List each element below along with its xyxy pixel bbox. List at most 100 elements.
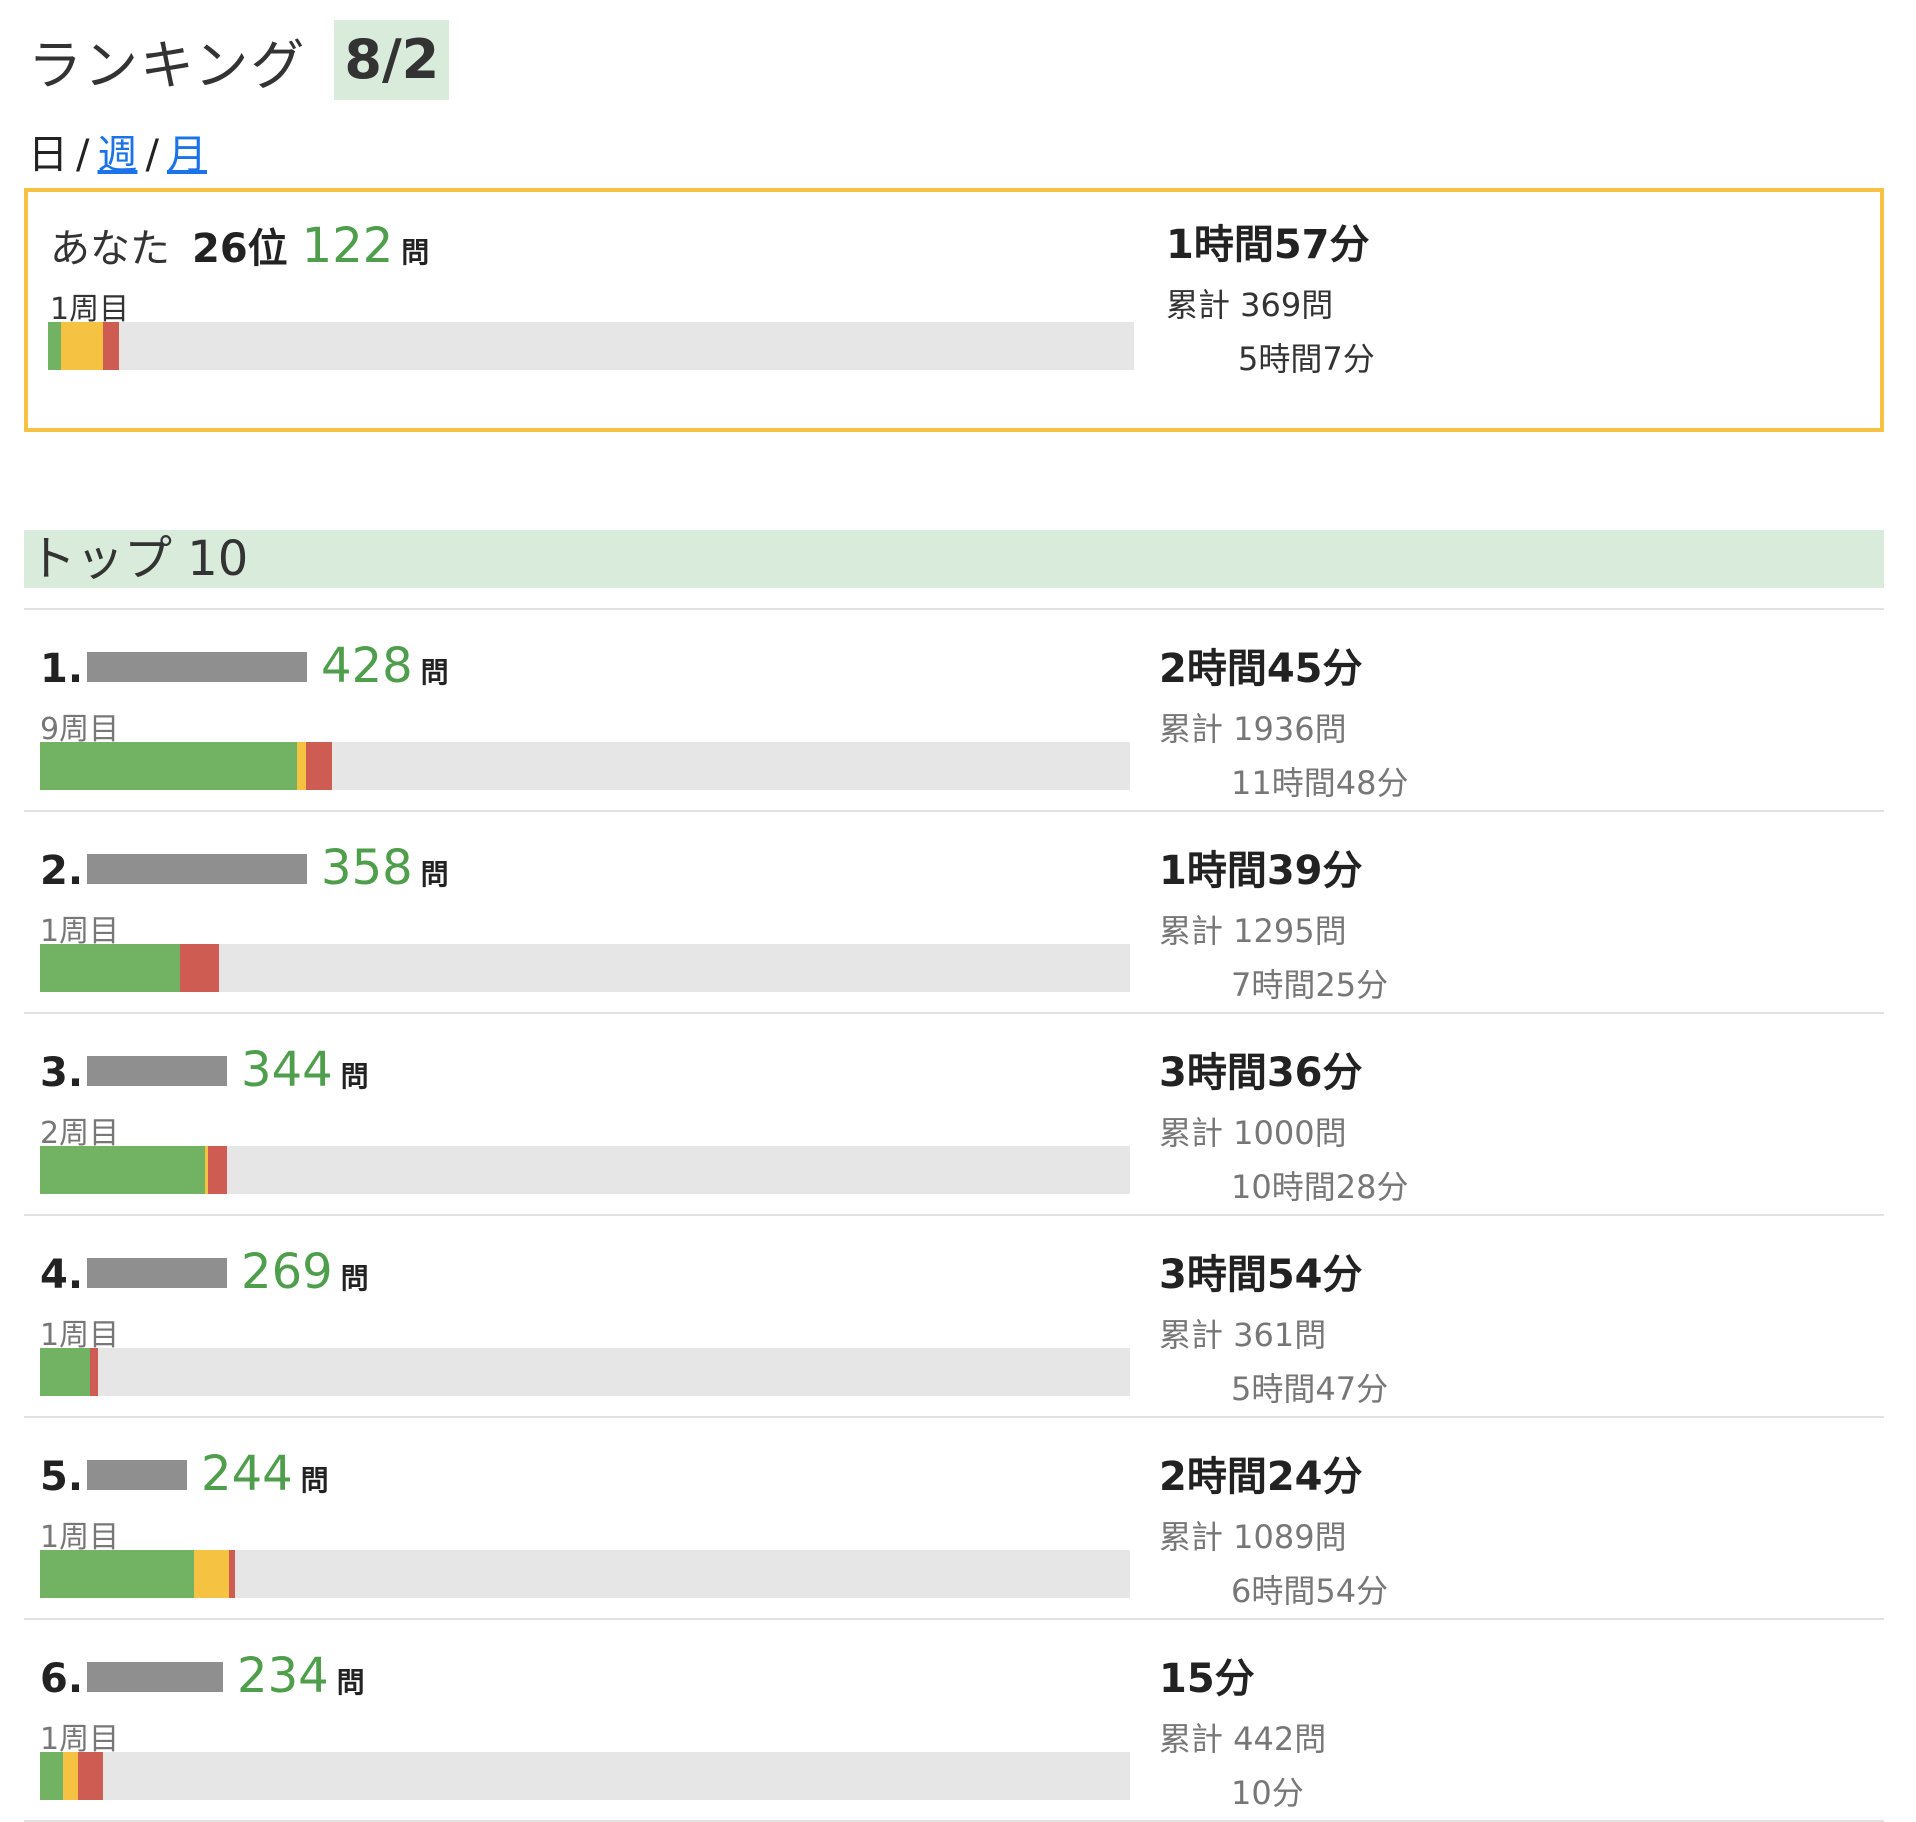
redacted-username [87, 854, 308, 884]
redacted-username [87, 652, 308, 682]
rank-number: 6. [40, 1656, 84, 1702]
period-month-link[interactable]: 月 [166, 132, 207, 178]
partial-segment [61, 322, 104, 370]
row-divider [24, 1214, 1884, 1216]
question-count: 358 [321, 840, 413, 896]
correct-segment [48, 322, 62, 370]
correct-segment [40, 1146, 205, 1194]
ranking-row: 6. 234 問 1周目 15分 累計 442問 10分 [24, 1620, 1884, 1820]
redacted-username [87, 1258, 228, 1288]
question-count: 244 [201, 1446, 293, 1502]
lap-count: 1周目 [40, 1722, 120, 1757]
row-divider [24, 608, 1884, 610]
period-separator: / [76, 132, 90, 178]
ranking-row: 1. 428 問 9周目 2時間45分 累計 1936問 11時間48分 [24, 610, 1884, 810]
row-divider [24, 1012, 1884, 1014]
count-unit: 問 [340, 1262, 369, 1295]
row-divider [24, 1416, 1884, 1418]
wrong-segment [78, 1752, 104, 1800]
my-study-time: 1時間57分 [1166, 222, 1370, 268]
wrong-segment [179, 944, 219, 992]
redacted-username [87, 1662, 224, 1692]
total-count: 累計 1295問 [1159, 912, 1347, 950]
ranking-row: 3. 344 問 2周目 3時間36分 累計 1000問 10時間28分 [24, 1014, 1884, 1214]
lap-count: 2周目 [40, 1116, 120, 1151]
redacted-username [87, 1056, 228, 1086]
date-badge: 8/2 [334, 20, 450, 100]
wrong-segment [228, 1550, 236, 1598]
total-time: 7時間25分 [1231, 966, 1389, 1004]
total-count: 累計 1936問 [1159, 710, 1347, 748]
wrong-segment [305, 742, 333, 790]
total-time: 10分 [1231, 1774, 1304, 1812]
study-time: 2時間24分 [1159, 1454, 1363, 1500]
partial-segment [193, 1550, 229, 1598]
correct-segment [40, 742, 298, 790]
study-time: 1時間39分 [1159, 848, 1363, 894]
my-label: あなた [50, 226, 170, 272]
row-divider [24, 1618, 1884, 1620]
period-nav: 日 / 週 / 月 [28, 122, 207, 180]
period-separator: / [145, 132, 159, 178]
wrong-segment [103, 322, 119, 370]
lap-count: 1周目 [40, 1520, 120, 1555]
total-time: 6時間54分 [1231, 1572, 1389, 1610]
ranking-row: 5. 244 問 1周目 2時間24分 累計 1089問 6時間54分 [24, 1418, 1884, 1618]
total-time: 10時間28分 [1231, 1168, 1409, 1206]
page-title: ランキング [28, 33, 307, 97]
total-count: 累計 1089問 [1159, 1518, 1347, 1556]
count-unit: 問 [420, 656, 449, 689]
correct-segment [40, 1752, 63, 1800]
rank-number: 1. [40, 646, 84, 692]
progress-bar [40, 1348, 1130, 1396]
count-unit: 問 [420, 858, 449, 891]
row-divider [24, 810, 1884, 812]
progress-bar [40, 742, 1130, 790]
top10-header: トップ 10 [24, 530, 1884, 588]
period-week-link[interactable]: 週 [97, 132, 138, 178]
rank-number: 2. [40, 848, 84, 894]
total-time: 11時間48分 [1231, 764, 1409, 802]
my-progress-bar [48, 322, 1134, 370]
partial-segment [297, 742, 306, 790]
my-ranking-card: あなた 26位 122 問 1周目 1時間57分 累計 369問 5時間7分 [24, 188, 1884, 432]
count-unit: 問 [336, 1666, 365, 1699]
study-time: 3時間54分 [1159, 1252, 1363, 1298]
wrong-segment [207, 1146, 228, 1194]
my-lap: 1周目 [50, 292, 130, 327]
progress-bar [40, 1752, 1130, 1800]
partial-segment [62, 1752, 79, 1800]
progress-bar [40, 1146, 1130, 1194]
count-unit: 問 [340, 1060, 369, 1093]
question-count: 428 [321, 638, 413, 694]
total-time: 5時間47分 [1231, 1370, 1389, 1408]
study-time: 3時間36分 [1159, 1050, 1363, 1096]
question-count: 344 [241, 1042, 333, 1098]
count-unit: 問 [401, 236, 430, 269]
correct-segment [40, 1550, 194, 1598]
lap-count: 1周目 [40, 914, 120, 949]
my-total-count: 累計 369問 [1166, 286, 1334, 324]
progress-bar [40, 944, 1130, 992]
rank-number: 4. [40, 1252, 84, 1298]
correct-segment [40, 1348, 91, 1396]
partial-segment [204, 1146, 208, 1194]
lap-count: 9周目 [40, 712, 120, 747]
my-count: 122 [301, 218, 394, 274]
wrong-segment [90, 1348, 98, 1396]
lap-count: 1周目 [40, 1318, 120, 1353]
total-count: 累計 361問 [1159, 1316, 1327, 1354]
rank-number: 3. [40, 1050, 84, 1096]
question-count: 269 [241, 1244, 333, 1300]
rank-number: 5. [40, 1454, 84, 1500]
my-rank: 26位 [192, 226, 288, 272]
study-time: 15分 [1159, 1656, 1255, 1702]
total-count: 累計 442問 [1159, 1720, 1327, 1758]
ranking-row: 2. 358 問 1周目 1時間39分 累計 1295問 7時間25分 [24, 812, 1884, 1012]
redacted-username [87, 1460, 188, 1490]
my-total-time: 5時間7分 [1238, 340, 1375, 378]
ranking-row: 4. 269 問 1周目 3時間54分 累計 361問 5時間47分 [24, 1216, 1884, 1416]
question-count: 234 [237, 1648, 329, 1704]
period-day-current: 日 [28, 132, 68, 178]
count-unit: 問 [300, 1464, 329, 1497]
